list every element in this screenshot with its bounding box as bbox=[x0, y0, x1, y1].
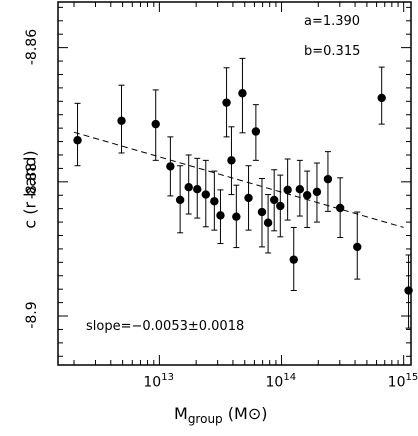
x-tick-exponent: 14 bbox=[283, 372, 297, 383]
fit-line-group bbox=[73, 131, 404, 228]
data-point bbox=[269, 195, 279, 205]
data-point bbox=[295, 185, 305, 194]
data-point bbox=[184, 182, 193, 192]
data-point bbox=[289, 255, 298, 264]
data-point bbox=[201, 190, 210, 199]
x-tick-base: 10 bbox=[143, 374, 162, 391]
data-point bbox=[353, 242, 362, 252]
annotation-a: a=1.390 bbox=[304, 14, 361, 29]
data-point bbox=[175, 195, 185, 205]
data-point bbox=[210, 197, 219, 206]
data-point bbox=[377, 93, 386, 103]
y-tick-label: -8.86 bbox=[24, 28, 40, 65]
x-tick-label: 1015 bbox=[387, 372, 418, 391]
data-point bbox=[73, 136, 82, 145]
data-point bbox=[335, 203, 345, 213]
x-axis-label: Mgroup (M⊙) bbox=[174, 404, 267, 426]
data-point bbox=[283, 185, 292, 195]
data-point bbox=[193, 185, 202, 194]
data-point bbox=[151, 119, 160, 129]
x-tick-base: 10 bbox=[387, 374, 406, 391]
data-point bbox=[244, 193, 253, 203]
data-point bbox=[166, 162, 175, 171]
annotation-slope: slope=−0.0053±0.0018 bbox=[86, 319, 245, 334]
data-point bbox=[257, 207, 267, 217]
data-point bbox=[238, 89, 247, 98]
data-point bbox=[276, 201, 285, 211]
x-tick-label: 1014 bbox=[265, 372, 297, 391]
data-point bbox=[404, 286, 413, 295]
data-points bbox=[73, 57, 413, 329]
x-tick-exponent: 13 bbox=[161, 372, 174, 383]
x-axis-label-main: M bbox=[174, 404, 188, 423]
x-tick-base: 10 bbox=[265, 374, 284, 391]
data-point bbox=[263, 218, 273, 227]
x-axis-label-unit: (M bbox=[227, 404, 248, 423]
data-point bbox=[117, 116, 126, 125]
x-axis-label-sub: group bbox=[187, 412, 223, 427]
fit-line bbox=[73, 131, 404, 228]
data-point bbox=[222, 98, 231, 107]
data-point bbox=[232, 212, 241, 221]
y-axis-label: c (r band) bbox=[20, 150, 40, 229]
data-point bbox=[216, 211, 225, 220]
y-tick-label: -8.9 bbox=[24, 301, 40, 329]
data-point bbox=[312, 187, 322, 197]
data-point bbox=[323, 174, 333, 184]
x-tick-label: 1013 bbox=[143, 372, 174, 391]
plot-frame bbox=[57, 1, 412, 366]
x-axis-label-unit-close: ) bbox=[261, 404, 268, 423]
data-point bbox=[227, 156, 236, 165]
data-point bbox=[251, 127, 261, 136]
annotation-b: b=0.315 bbox=[304, 44, 361, 59]
sun-symbol-icon: ⊙ bbox=[247, 404, 262, 423]
data-point bbox=[302, 191, 312, 200]
x-tick-exponent: 15 bbox=[405, 372, 418, 383]
